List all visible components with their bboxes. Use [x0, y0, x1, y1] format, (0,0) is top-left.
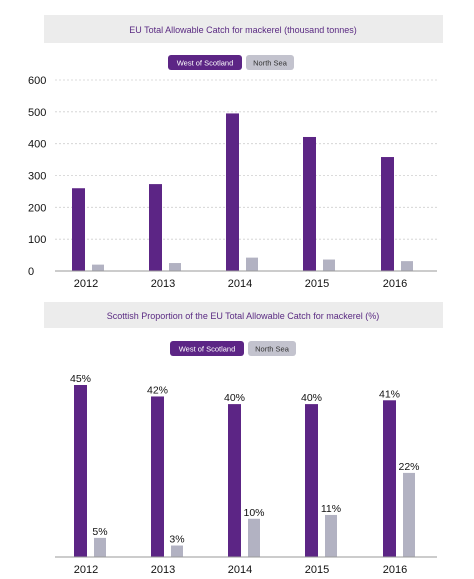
- bar-north-sea-2014: [248, 518, 260, 557]
- bar-west-of-scotland-2014: [226, 113, 239, 271]
- legend-north-sea-pill: [246, 55, 294, 70]
- legend-north-sea-label: North Sea: [255, 345, 290, 354]
- x-tick-label: 2014: [228, 278, 252, 290]
- chart-bottom-bars: [74, 385, 415, 557]
- y-tick-label: 400: [28, 139, 46, 151]
- bar-west-of-scotland-2012: [72, 188, 85, 271]
- chart-top: EU Total Allowable Catch for mackerel (t…: [28, 15, 443, 290]
- bar-north-sea-2014: [246, 257, 258, 271]
- value-label-west-of-scotland-2013: 42%: [147, 384, 168, 396]
- y-tick-label: 300: [28, 171, 46, 183]
- legend-west-of-scotland-pill: [168, 55, 242, 70]
- bar-north-sea-2015: [323, 259, 335, 271]
- legend-north-sea-label: North Sea: [253, 59, 288, 68]
- x-tick-label: 2012: [74, 564, 98, 576]
- chart-top-y-axis: 0 100 200 300 400 500 600: [28, 75, 46, 278]
- bar-west-of-scotland-2014: [228, 404, 241, 557]
- chart-bottom-value-labels: 45% 42% 40% 40% 41% 5% 3% 10% 11% 22%: [70, 373, 420, 546]
- x-tick-label: 2012: [74, 278, 98, 290]
- legend-north-sea-pill: [248, 341, 296, 356]
- bar-north-sea-2015: [325, 514, 337, 557]
- value-label-north-sea-2016: 22%: [398, 461, 419, 473]
- bar-north-sea-2012: [92, 264, 104, 271]
- bar-west-of-scotland-2016: [381, 157, 394, 271]
- bar-north-sea-2013: [169, 263, 181, 271]
- chart-top-bars: [72, 113, 413, 271]
- y-tick-label: 500: [28, 107, 46, 119]
- bar-west-of-scotland-2016: [383, 400, 396, 557]
- value-label-west-of-scotland-2016: 41%: [379, 388, 400, 400]
- chart-top-x-axis: 2012 2013 2014 2015 2016: [74, 278, 407, 290]
- x-tick-label: 2016: [383, 564, 407, 576]
- value-label-north-sea-2012: 5%: [92, 526, 107, 538]
- bar-west-of-scotland-2013: [151, 396, 164, 557]
- bar-west-of-scotland-2012: [74, 385, 87, 557]
- x-tick-label: 2013: [151, 278, 175, 290]
- x-tick-label: 2014: [228, 564, 252, 576]
- chart-top-gridlines: [55, 79, 437, 240]
- chart-top-legend: West of Scotland North Sea: [168, 55, 294, 70]
- legend-west-of-scotland-pill: [170, 341, 244, 356]
- x-tick-label: 2016: [383, 278, 407, 290]
- bar-north-sea-2012: [94, 537, 106, 557]
- value-label-north-sea-2013: 3%: [169, 534, 184, 546]
- value-label-north-sea-2014: 10%: [243, 507, 264, 519]
- value-label-west-of-scotland-2012: 45%: [70, 373, 91, 385]
- bar-north-sea-2016: [401, 261, 413, 271]
- legend-west-of-scotland-label: West of Scotland: [179, 345, 236, 354]
- bar-north-sea-2016: [403, 472, 415, 557]
- y-tick-label: 600: [28, 75, 46, 87]
- chart-bottom-title: Scottish Proportion of the EU Total Allo…: [107, 311, 379, 321]
- y-tick-label: 200: [28, 202, 46, 214]
- bar-west-of-scotland-2015: [305, 404, 318, 557]
- y-tick-label: 100: [28, 234, 46, 246]
- value-label-west-of-scotland-2015: 40%: [301, 392, 322, 404]
- y-tick-label: 0: [28, 266, 34, 278]
- bar-north-sea-2013: [171, 545, 183, 557]
- value-label-west-of-scotland-2014: 40%: [224, 392, 245, 404]
- value-label-north-sea-2015: 11%: [321, 503, 341, 515]
- chart-top-title-band: [44, 15, 443, 43]
- x-tick-label: 2015: [305, 564, 329, 576]
- chart-top-title: EU Total Allowable Catch for mackerel (t…: [129, 25, 356, 35]
- chart-bottom: Scottish Proportion of the EU Total Allo…: [44, 302, 443, 576]
- chart-bottom-legend: West of Scotland North Sea: [170, 341, 296, 356]
- bar-west-of-scotland-2015: [303, 136, 316, 271]
- chart-bottom-title-band: [44, 302, 443, 328]
- x-tick-label: 2013: [151, 564, 175, 576]
- x-tick-label: 2015: [305, 278, 329, 290]
- bar-west-of-scotland-2013: [149, 184, 162, 271]
- chart-bottom-x-axis: 2012 2013 2014 2015 2016: [74, 564, 407, 576]
- legend-west-of-scotland-label: West of Scotland: [177, 59, 234, 68]
